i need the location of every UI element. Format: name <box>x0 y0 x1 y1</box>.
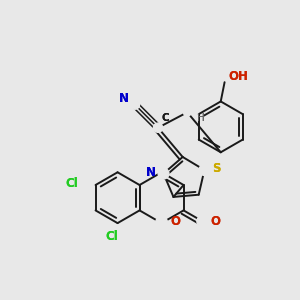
Text: Cl: Cl <box>66 177 79 190</box>
Text: OH: OH <box>228 70 248 83</box>
Text: O: O <box>171 215 181 228</box>
Circle shape <box>197 216 208 226</box>
Text: N: N <box>146 166 156 178</box>
Circle shape <box>199 165 210 176</box>
Text: N: N <box>119 92 129 105</box>
Text: H: H <box>196 113 204 124</box>
Text: N: N <box>119 92 129 105</box>
Text: N: N <box>146 166 156 178</box>
Text: H: H <box>196 113 204 124</box>
Circle shape <box>155 217 168 229</box>
Circle shape <box>153 123 163 132</box>
Text: S: S <box>212 162 220 175</box>
Text: C: C <box>162 113 169 124</box>
Circle shape <box>158 168 169 179</box>
Text: Cl: Cl <box>105 230 118 244</box>
Text: C: C <box>162 113 169 124</box>
Circle shape <box>130 100 140 109</box>
Text: Cl: Cl <box>66 177 79 190</box>
Text: OH: OH <box>228 70 248 83</box>
Text: O: O <box>171 215 181 228</box>
Text: O: O <box>210 215 220 228</box>
Text: O: O <box>210 215 220 228</box>
Circle shape <box>183 109 191 116</box>
Text: Cl: Cl <box>105 230 118 244</box>
Text: S: S <box>212 162 220 175</box>
